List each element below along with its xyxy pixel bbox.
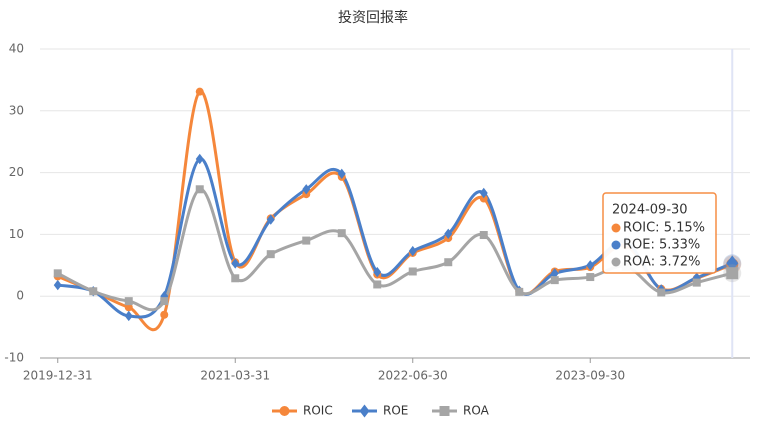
point — [408, 267, 417, 276]
legend-marker — [359, 404, 370, 418]
y-tick-label: 20 — [9, 165, 24, 179]
tooltip-item: ROIC: 5.15% — [623, 221, 705, 236]
x-tick-label: 2019-12-31 — [23, 369, 93, 383]
tooltip-dot — [611, 257, 621, 267]
x-tick-label: 2021-03-31 — [200, 369, 270, 383]
y-tick-label: 40 — [9, 42, 24, 56]
x-tick-label: 2023-09-30 — [555, 369, 625, 383]
point — [586, 260, 595, 271]
point — [124, 310, 133, 322]
chart-title: 投资回报率 — [338, 9, 408, 26]
point — [373, 280, 382, 289]
point — [550, 276, 559, 285]
point — [302, 236, 311, 245]
point — [515, 287, 524, 296]
point — [444, 228, 453, 239]
tooltip: 2024-09-30 ROIC: 5.15% ROE: 5.33% ROA: 3.72… — [602, 192, 717, 274]
legend-label: ROIC — [303, 404, 333, 418]
point — [692, 278, 701, 287]
y-tick-label: 30 — [9, 103, 24, 117]
point — [408, 245, 417, 257]
tooltip-dot — [611, 240, 621, 250]
tooltip-box — [602, 192, 717, 274]
point — [231, 274, 240, 283]
point — [124, 297, 133, 306]
point — [53, 279, 62, 291]
y-tick-label: 0 — [16, 289, 24, 303]
point — [53, 269, 62, 278]
point — [160, 310, 169, 319]
legend-item[interactable]: ROE — [352, 404, 408, 418]
point — [195, 87, 204, 96]
point — [726, 267, 739, 280]
point — [479, 231, 488, 240]
point — [479, 187, 488, 199]
legend-marker — [439, 406, 450, 416]
y-tick-label: -10 — [4, 351, 24, 365]
legend-item[interactable]: ROIC — [272, 404, 333, 418]
y-tick-label: 10 — [9, 227, 24, 241]
point — [195, 153, 204, 165]
point — [479, 194, 488, 203]
point — [657, 288, 666, 297]
tooltip-item: ROE: 5.33% — [623, 238, 700, 253]
point — [444, 258, 453, 267]
tooltip-title: 2024-09-30 — [612, 203, 688, 218]
point — [373, 266, 382, 278]
point — [337, 168, 346, 180]
point — [195, 185, 204, 194]
tooltip-item: ROA: 3.72% — [623, 255, 701, 270]
point — [231, 258, 240, 269]
point — [586, 273, 595, 282]
legend-label: ROE — [383, 404, 408, 418]
point — [302, 184, 311, 195]
point — [266, 214, 275, 225]
point — [160, 297, 169, 306]
legend-marker — [279, 406, 290, 416]
point — [266, 250, 275, 259]
tooltip-dot — [611, 223, 621, 233]
x-tick-label: 2022-06-30 — [378, 369, 448, 383]
point — [89, 287, 98, 296]
point — [337, 229, 346, 238]
point — [550, 268, 559, 279]
point — [726, 255, 739, 272]
legend-item[interactable]: ROA — [432, 404, 490, 418]
point — [124, 303, 133, 312]
legend-label: ROA — [463, 404, 490, 418]
